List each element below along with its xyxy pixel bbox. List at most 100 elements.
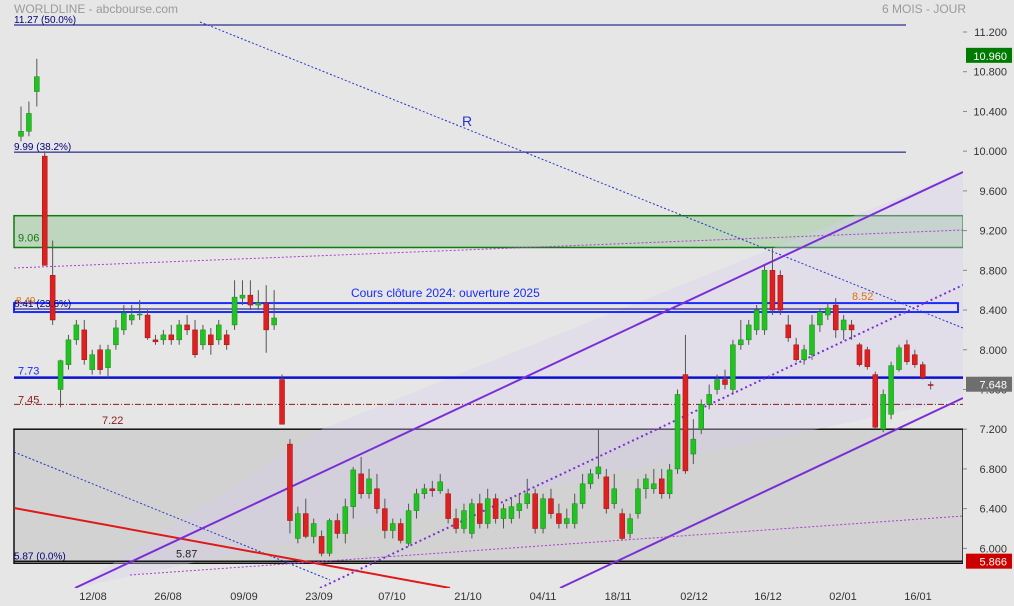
candle-body bbox=[184, 324, 190, 331]
candle bbox=[556, 503, 562, 529]
candle-body bbox=[658, 478, 665, 494]
close-2024-zone bbox=[13, 302, 959, 314]
candle-body bbox=[627, 518, 633, 534]
candle-body bbox=[397, 523, 404, 541]
candle-body bbox=[318, 536, 325, 554]
candle bbox=[382, 498, 388, 539]
y-tick-label: 8.800 bbox=[979, 265, 1007, 277]
candle-body bbox=[548, 498, 554, 514]
candle-body bbox=[144, 314, 151, 339]
candle-body bbox=[880, 394, 886, 430]
candle-body bbox=[571, 503, 578, 524]
candle bbox=[247, 280, 254, 311]
candle-body bbox=[579, 483, 586, 504]
candle bbox=[105, 344, 111, 378]
candle bbox=[223, 329, 230, 350]
candle bbox=[34, 58, 40, 107]
candle-body bbox=[785, 324, 792, 339]
candle bbox=[216, 319, 222, 345]
level-label-9-06: 9.06 bbox=[18, 233, 39, 245]
old-trendline bbox=[13, 451, 331, 581]
candle bbox=[888, 361, 894, 420]
candle-body bbox=[666, 469, 673, 494]
candle bbox=[26, 101, 32, 137]
candle-body bbox=[192, 329, 198, 355]
candle bbox=[745, 319, 752, 345]
x-tick-label: 21/10 bbox=[454, 591, 482, 603]
candle-body bbox=[168, 334, 175, 341]
candle bbox=[698, 399, 705, 435]
candle bbox=[469, 498, 475, 539]
candle-body bbox=[690, 438, 697, 455]
candle-body bbox=[730, 344, 736, 390]
candle bbox=[390, 518, 396, 539]
candle-body bbox=[896, 347, 902, 370]
candle-body bbox=[57, 360, 64, 390]
candle-body bbox=[366, 478, 372, 494]
price-tag-high-label: 10.960 bbox=[973, 51, 1007, 63]
candle bbox=[18, 106, 24, 142]
candle bbox=[872, 371, 879, 430]
candle bbox=[579, 473, 586, 509]
candle bbox=[81, 319, 88, 365]
candle-body bbox=[65, 339, 72, 365]
price-tag-last-label: 7.648 bbox=[979, 380, 1007, 392]
x-tick-label: 09/09 bbox=[230, 591, 258, 603]
candle bbox=[397, 518, 404, 544]
candle-body bbox=[429, 488, 436, 492]
candle-body bbox=[848, 324, 855, 331]
candle-body bbox=[200, 329, 206, 346]
candle-body bbox=[437, 481, 443, 492]
x-tick-label: 02/01 bbox=[829, 591, 857, 603]
candle bbox=[152, 334, 159, 345]
candle bbox=[738, 319, 744, 350]
y-tick-label: 10.400 bbox=[973, 106, 1007, 118]
candle bbox=[295, 506, 301, 544]
candle-body bbox=[777, 275, 784, 311]
candle-body bbox=[864, 349, 871, 367]
candle bbox=[492, 493, 499, 524]
candle-body bbox=[223, 334, 230, 346]
candle-body bbox=[97, 349, 103, 370]
candle-body bbox=[832, 304, 839, 331]
candle-body bbox=[350, 469, 356, 507]
candle-body bbox=[477, 503, 483, 524]
candle-body bbox=[532, 493, 538, 529]
candle bbox=[374, 473, 380, 514]
candle-body bbox=[390, 523, 396, 531]
resistance-zone-green bbox=[13, 214, 964, 249]
candle-body bbox=[714, 379, 720, 390]
price-tag-last bbox=[966, 376, 1012, 392]
candle bbox=[508, 498, 515, 524]
level-label-7-73: 7.73 bbox=[18, 366, 39, 378]
candle bbox=[904, 339, 910, 365]
candle bbox=[255, 290, 262, 311]
candle-body bbox=[334, 520, 341, 534]
candle-body bbox=[919, 364, 926, 378]
candle-body bbox=[761, 270, 768, 331]
candle bbox=[200, 324, 206, 350]
candle bbox=[366, 468, 372, 499]
candle-body bbox=[279, 379, 285, 425]
candle bbox=[89, 349, 95, 375]
candle-body bbox=[176, 324, 182, 341]
candle-body bbox=[706, 394, 712, 405]
candle bbox=[128, 305, 135, 325]
candle bbox=[413, 488, 420, 519]
red-trendline bbox=[13, 507, 451, 589]
candle bbox=[651, 468, 657, 494]
candle-body bbox=[49, 275, 56, 321]
y-tick-label: 8.400 bbox=[979, 305, 1007, 317]
candle-body bbox=[635, 488, 641, 514]
candle bbox=[192, 319, 198, 358]
candle-body bbox=[287, 443, 293, 521]
level-label-7-45: 7.45 bbox=[18, 394, 39, 406]
candle bbox=[896, 344, 902, 372]
candle bbox=[793, 337, 799, 362]
candle bbox=[113, 319, 119, 350]
candle-body bbox=[817, 311, 823, 326]
y-tick-label: 6.400 bbox=[979, 504, 1007, 516]
candle bbox=[840, 315, 847, 340]
candle bbox=[730, 339, 736, 395]
candle-body bbox=[904, 344, 910, 362]
